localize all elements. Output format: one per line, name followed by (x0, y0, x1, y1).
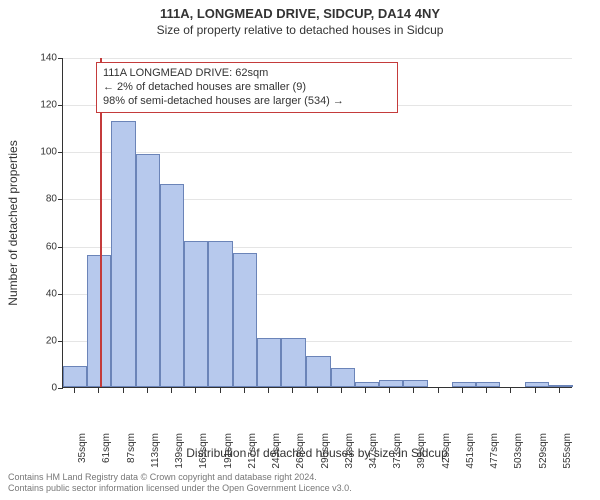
annotation-line-1: 111A LONGMEAD DRIVE: 62sqm (103, 67, 391, 81)
histogram-bar (208, 241, 232, 387)
x-tick (510, 388, 511, 393)
footer-line-1: Contains HM Land Registry data © Crown c… (8, 472, 592, 483)
x-tick (220, 388, 221, 393)
x-tick (438, 388, 439, 393)
chart-title: 111A, LONGMEAD DRIVE, SIDCUP, DA14 4NY (0, 0, 600, 21)
histogram-bar (281, 338, 306, 388)
x-tick (123, 388, 124, 393)
histogram-bar (111, 121, 135, 387)
x-axis-label: Distribution of detached houses by size … (62, 446, 572, 460)
x-tick (341, 388, 342, 393)
y-tick-label: 80 (46, 194, 63, 205)
histogram-bar (136, 154, 160, 387)
x-tick (365, 388, 366, 393)
annotation-line-3: 98% of semi-detached houses are larger (… (103, 95, 391, 109)
histogram-bar (549, 385, 573, 387)
x-tick (389, 388, 390, 393)
histogram-bar (355, 382, 379, 387)
y-tick-label: 100 (40, 147, 63, 158)
x-tick (486, 388, 487, 393)
y-tick-label: 140 (40, 53, 63, 64)
y-tick-label: 120 (40, 100, 63, 111)
x-tick (244, 388, 245, 393)
chart-container: 111A, LONGMEAD DRIVE, SIDCUP, DA14 4NY S… (0, 0, 600, 500)
histogram-bar (476, 382, 500, 387)
histogram-bar (452, 382, 476, 387)
annotation-line-2: ← 2% of detached houses are smaller (9) (103, 81, 391, 95)
histogram-bar (233, 253, 257, 387)
x-tick (98, 388, 99, 393)
chart-subtitle: Size of property relative to detached ho… (0, 21, 600, 37)
x-tick (535, 388, 536, 393)
x-tick (413, 388, 414, 393)
gridline (63, 58, 572, 59)
histogram-bar (331, 368, 355, 387)
histogram-bar (379, 380, 403, 387)
y-tick-label: 0 (51, 383, 63, 394)
histogram-bar (257, 338, 281, 388)
y-tick-label: 20 (46, 335, 63, 346)
footer: Contains HM Land Registry data © Crown c… (0, 468, 600, 500)
x-tick (292, 388, 293, 393)
x-tick (268, 388, 269, 393)
x-tick (317, 388, 318, 393)
histogram-bar (403, 380, 427, 387)
histogram-bar (184, 241, 208, 387)
y-tick-label: 60 (46, 241, 63, 252)
x-tick (171, 388, 172, 393)
x-tick (195, 388, 196, 393)
histogram-bar (306, 356, 330, 387)
y-tick-label: 40 (46, 288, 63, 299)
y-axis-label: Number of detached properties (6, 140, 20, 305)
histogram-bar (525, 382, 549, 387)
x-tick (74, 388, 75, 393)
x-tick (559, 388, 560, 393)
histogram-bar (63, 366, 87, 387)
x-tick (147, 388, 148, 393)
annotation-box: 111A LONGMEAD DRIVE: 62sqm ← 2% of detac… (96, 62, 398, 113)
x-tick (462, 388, 463, 393)
histogram-bar (160, 184, 184, 387)
footer-line-2: Contains public sector information licen… (8, 483, 592, 494)
